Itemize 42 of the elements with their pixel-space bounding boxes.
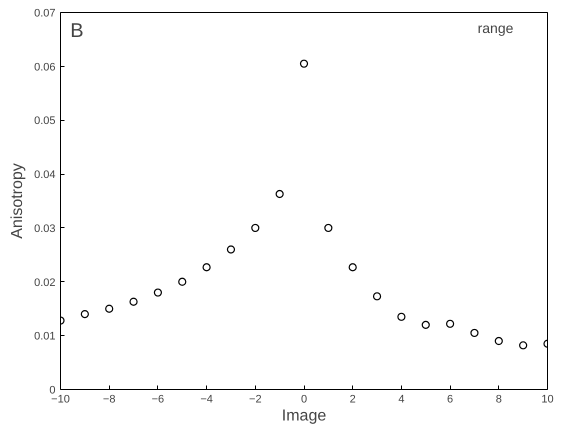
point bbox=[251, 224, 260, 232]
x-tick-label: 4 bbox=[398, 394, 404, 406]
annotation: range bbox=[478, 20, 514, 36]
point bbox=[202, 263, 211, 272]
point bbox=[324, 224, 332, 232]
y-tick-label: 0.01 bbox=[34, 330, 56, 343]
point bbox=[470, 328, 479, 338]
point bbox=[276, 190, 284, 198]
point bbox=[519, 341, 528, 350]
annotation: B bbox=[70, 20, 84, 42]
point bbox=[372, 292, 382, 300]
x-tick-label: 10 bbox=[541, 394, 554, 406]
point bbox=[300, 60, 308, 68]
x-tick-label: −4 bbox=[200, 394, 213, 406]
point bbox=[105, 304, 114, 313]
x-tick-label: −10 bbox=[51, 394, 70, 406]
point bbox=[446, 320, 454, 328]
x-tick-label: 6 bbox=[447, 394, 454, 406]
x-tick-label: −6 bbox=[152, 394, 164, 406]
y-tick-label: 0.06 bbox=[34, 61, 56, 74]
point bbox=[80, 310, 89, 318]
point bbox=[422, 320, 430, 329]
y-tick-label: 0.02 bbox=[34, 276, 56, 289]
point bbox=[348, 263, 357, 272]
x-tick-label: 2 bbox=[350, 394, 356, 406]
point bbox=[226, 245, 236, 254]
point bbox=[178, 278, 186, 286]
y-tick-label: 0.05 bbox=[34, 115, 56, 128]
y-axis-title: Anisotropy bbox=[9, 163, 26, 239]
x-tick-label: 8 bbox=[496, 394, 502, 406]
point bbox=[494, 336, 503, 346]
y-tick-label: 0 bbox=[49, 384, 56, 396]
y-tick-label: 0.03 bbox=[34, 222, 56, 235]
y-tick-label: 0.07 bbox=[34, 8, 56, 20]
x-axis-title: Image bbox=[282, 408, 326, 424]
point bbox=[154, 288, 162, 297]
x-tick-label: 0 bbox=[300, 394, 308, 406]
x-tick-label: −2 bbox=[249, 394, 262, 406]
y-tick-label: 0.04 bbox=[34, 169, 56, 182]
point bbox=[129, 298, 138, 306]
x-tick-label: −8 bbox=[102, 394, 116, 406]
point bbox=[397, 312, 406, 321]
